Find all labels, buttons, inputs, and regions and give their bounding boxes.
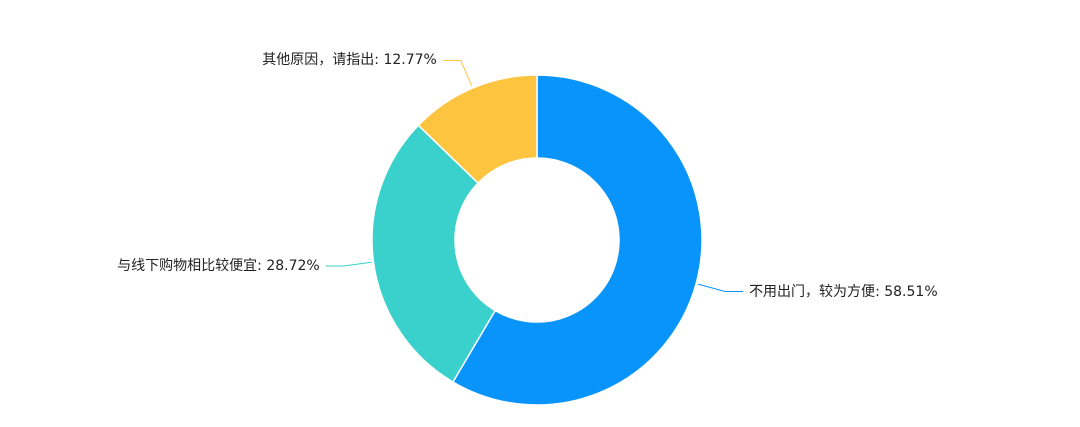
- value-label: 28.72%: [266, 258, 320, 275]
- donut-slice: [451, 74, 703, 406]
- category-name: 与线下购物相比较便宜: [117, 258, 266, 274]
- category-name: 不用出门，较为方便: [749, 284, 884, 300]
- value-label: 12.77%: [383, 52, 437, 69]
- donut-slice: [371, 124, 497, 383]
- category-name: 其他原因，请指出: [262, 52, 383, 68]
- slice-label: 其他原因，请指出12.77%: [262, 51, 437, 69]
- slice-label: 不用出门，较为方便58.51%: [749, 283, 938, 301]
- value-label: 58.51%: [884, 283, 938, 300]
- leader-line: [697, 283, 744, 293]
- leader-line: [325, 261, 372, 267]
- leader-line: [442, 59, 473, 87]
- donut-slice: [417, 74, 538, 185]
- slice-label: 与线下购物相比较便宜28.72%: [117, 257, 320, 275]
